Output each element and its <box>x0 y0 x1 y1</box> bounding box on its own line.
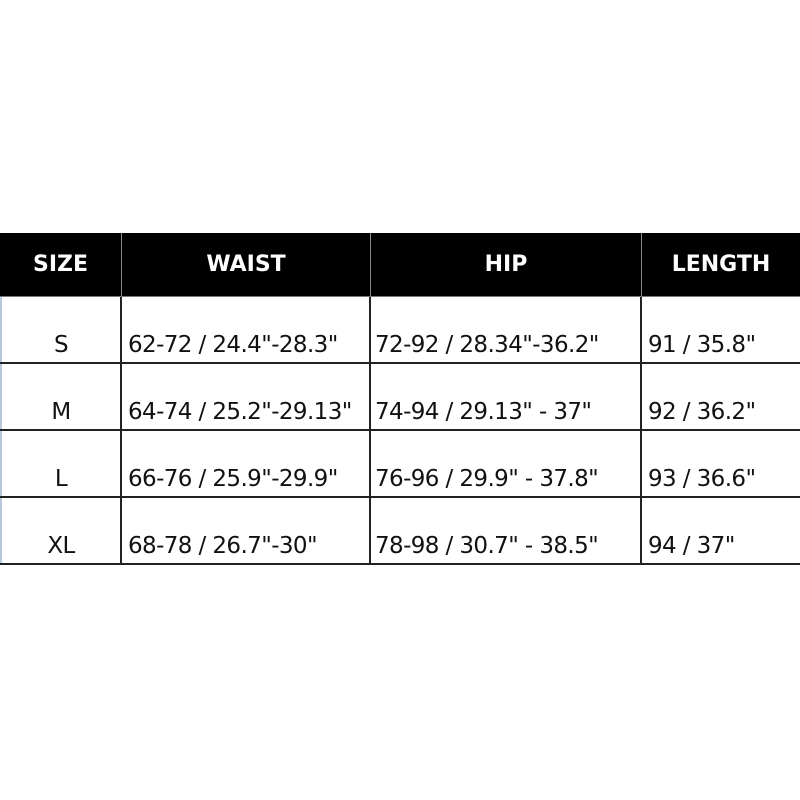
cell-size: XL <box>0 498 122 563</box>
header-hip: HIP <box>371 233 642 296</box>
cell-size: M <box>0 364 122 429</box>
cell-waist: 66-76 / 25.9"-29.9" <box>122 431 371 496</box>
table-header-row: SIZE WAIST HIP LENGTH <box>0 233 800 297</box>
cell-hip: 74-94 / 29.13" - 37" <box>371 364 642 429</box>
size-chart-table: SIZE WAIST HIP LENGTH S 62-72 / 24.4"-28… <box>0 233 800 565</box>
header-length: LENGTH <box>671 252 771 277</box>
header-waist: WAIST <box>122 233 371 296</box>
table-row: XL 68-78 / 26.7"-30" 78-98 / 30.7" - 38.… <box>0 498 800 565</box>
cell-size: L <box>0 431 122 496</box>
cell-length: 91 / 35.8" <box>648 332 756 358</box>
cell-waist: 68-78 / 26.7"-30" <box>122 498 371 563</box>
cell-length: 94 / 37" <box>648 533 735 559</box>
cell-hip: 76-96 / 29.9" - 37.8" <box>371 431 642 496</box>
cell-hip: 78-98 / 30.7" - 38.5" <box>371 498 642 563</box>
cell-length: 92 / 36.2" <box>648 399 756 425</box>
table-row: S 62-72 / 24.4"-28.3" 72-92 / 28.34"-36.… <box>0 297 800 364</box>
table-row: M 64-74 / 25.2"-29.13" 74-94 / 29.13" - … <box>0 364 800 431</box>
cell-hip: 72-92 / 28.34"-36.2" <box>371 297 642 362</box>
cell-waist: 62-72 / 24.4"-28.3" <box>122 297 371 362</box>
cell-waist: 64-74 / 25.2"-29.13" <box>122 364 371 429</box>
header-size: SIZE <box>0 233 122 296</box>
cell-size: S <box>0 297 122 362</box>
cell-length: 93 / 36.6" <box>648 466 756 492</box>
table-row: L 66-76 / 25.9"-29.9" 76-96 / 29.9" - 37… <box>0 431 800 498</box>
